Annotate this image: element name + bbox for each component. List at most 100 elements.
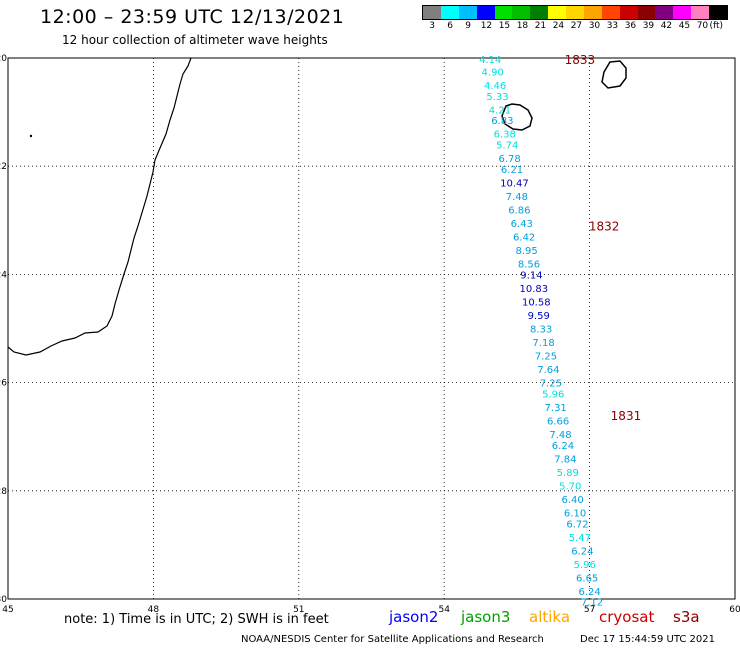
color-swatch-2 [458,6,477,19]
swh-point-label: 5.70 [559,481,581,492]
color-legend-label: 18 [516,21,529,31]
color-legend-label: 24 [552,21,565,31]
swh-point-label: 6.66 [547,416,569,427]
lat-tick-label: -26 [0,379,7,389]
color-legend-label: 9 [465,21,472,31]
swh-point-label: 6.72 [566,519,588,530]
color-legend-label: 70 [696,21,709,31]
pass-time-label: 1832 [589,220,620,234]
swh-point-label: 5.47 [569,533,591,544]
lat-tick-label: -28 [0,487,7,497]
swh-point-label: 6.40 [562,495,584,506]
swh-point-label: 4.90 [482,68,504,79]
swh-point-label: 8.56 [518,260,540,271]
madagascar-coastline [7,57,192,356]
reunion-island [501,103,533,131]
small-island [29,134,33,138]
lon-tick-label: 54 [438,605,450,615]
swh-point-label: 10.58 [522,297,551,308]
generation-timestamp: Dec 17 15:44:59 UTC 2021 [580,634,715,645]
color-swatch-5 [512,6,531,19]
swh-point-label: 7.64 [537,365,559,376]
color-swatch-13 [655,6,674,19]
color-swatch-12 [637,6,656,19]
color-swatch-4 [494,6,513,19]
lon-tick-label: 48 [148,605,160,615]
map-frame [7,57,736,600]
color-swatch-0 [423,6,441,19]
pass-time-label: 1833 [565,53,596,67]
legend-jason2: jason2 [389,608,439,626]
swh-point-label: 7.25 [535,352,557,363]
page-subtitle: 12 hour collection of altimeter wave hei… [62,33,328,47]
swh-point-label: 6.42 [513,233,535,244]
swh-point-label: 9.14 [520,270,542,281]
color-legend-label: 27 [570,21,583,31]
lon-tick-label: 51 [293,605,304,615]
swh-point-label: 8.33 [530,325,552,336]
swh-point-label: 6.78 [498,154,520,165]
footer-note: note: 1) Time is in UTC; 2) SWH is in fe… [64,612,329,627]
color-legend-label: 33 [606,21,619,31]
color-legend-label: 36 [624,21,637,31]
legend-cryosat: cryosat [599,608,655,626]
legend-altika: altika [529,608,571,626]
swh-point-label: 5.89 [557,468,579,479]
swh-point-label: 7.18 [532,338,554,349]
color-swatch-8 [566,6,584,19]
swh-point-label: 6.83 [491,116,513,127]
color-legend-label: 30 [588,21,601,31]
color-swatch-7 [548,6,566,19]
swh-point-label: 5.74 [496,141,518,152]
swh-point-label: 6.10 [564,508,586,519]
swh-point-label: 9.59 [528,311,550,322]
color-legend-label: 12 [480,21,493,31]
swh-point-label: 4.21 [489,105,511,116]
color-swatch-11 [619,6,638,19]
lat-tick-label: -30 [0,595,7,605]
swh-point-label: 6.43 [511,219,533,230]
lat-tick-label: -22 [0,162,7,172]
swh-point-label: 5.33 [486,92,508,103]
color-swatch-6 [530,6,549,19]
swh-point-label: 5.96 [574,560,596,571]
color-legend-label: 3 [429,21,436,31]
credit-line: NOAA/NESDIS Center for Satellite Applica… [241,634,544,645]
color-swatch-1 [440,6,459,19]
swh-point-label: 7.48 [549,430,571,441]
color-swatch-14 [673,6,692,19]
color-legend-label: (ft) [709,21,724,31]
color-swatch-9 [583,6,602,19]
swh-point-label: 6.24 [571,546,593,557]
swh-point-label: 6.24 [578,587,600,598]
color-legend-label: 15 [498,21,511,31]
color-legend-bar [422,5,728,20]
lat-tick-label: -24 [0,270,7,280]
swh-point-label: 10.83 [520,284,549,295]
color-legend-label: 39 [642,21,655,31]
swh-point-label: 7.48 [506,192,528,203]
swh-point-label: 6.24 [552,441,574,452]
swh-point-label: 7.31 [545,403,567,414]
swh-point-label: 6.65 [576,573,598,584]
swh-point-label: 7.84 [554,454,576,465]
lon-tick-label: 57 [584,605,595,615]
swh-point-label: 4.46 [484,81,506,92]
color-legend-labels: 3 6 9 12 15 18 21 24 27 30 33 36 39 42 45 70 (ft) [420,21,740,35]
legend-s3a: s3a [673,608,700,626]
lon-tick-label: 45 [2,605,13,615]
color-legend-label: 21 [534,21,547,31]
swh-point-label: 4.14 [479,55,501,66]
swh-point-label: 5.96 [542,389,564,400]
page-title: 12:00 – 23:59 UTC 12/13/2021 [40,6,345,28]
swh-point-label: 8.95 [515,246,537,257]
color-swatch-10 [601,6,620,19]
lon-tick-label: 60 [729,605,740,615]
color-swatch-16 [709,6,727,19]
color-legend-label: 45 [678,21,691,31]
legend-jason3: jason3 [461,608,511,626]
pass-time-label: 1831 [611,409,642,423]
mauritius-island [601,60,627,89]
swh-point-label: 7.12 [581,598,603,609]
